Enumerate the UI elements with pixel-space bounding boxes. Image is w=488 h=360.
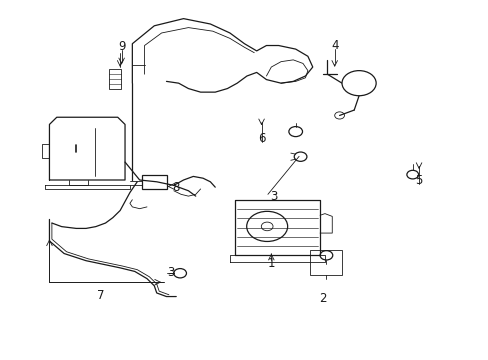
Text: 1: 1: [267, 257, 275, 270]
Bar: [109, 69, 121, 89]
Text: 8: 8: [172, 181, 180, 194]
Text: 5: 5: [414, 174, 422, 186]
Text: 3: 3: [166, 266, 174, 279]
Text: 3: 3: [269, 190, 277, 203]
Circle shape: [341, 71, 375, 96]
Text: 2: 2: [318, 292, 325, 305]
Text: 9: 9: [118, 40, 125, 53]
Text: 4: 4: [330, 39, 338, 52]
Bar: [310, 250, 341, 275]
Bar: [142, 175, 167, 189]
Text: 6: 6: [257, 132, 265, 145]
Text: 7: 7: [97, 289, 104, 302]
